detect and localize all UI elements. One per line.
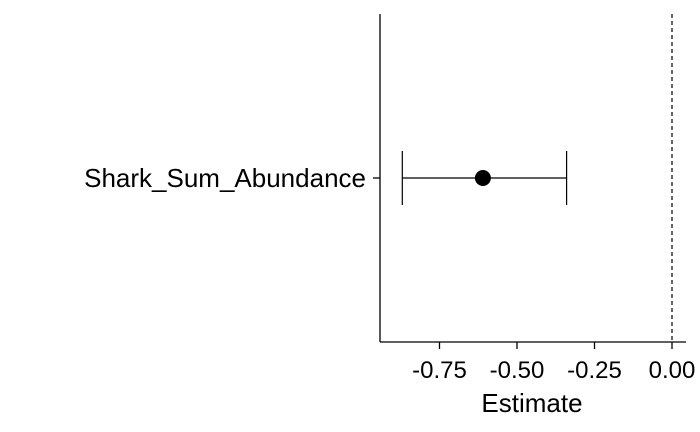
y-tick-label: Shark_Sum_Abundance [84, 163, 366, 193]
marks [401, 14, 673, 342]
x-tick-label: -0.75 [412, 357, 467, 384]
axes: -0.75 -0.50 -0.25 0.00 Shark_Sum_Abundance [84, 14, 695, 384]
x-tick-label: -0.50 [490, 357, 545, 384]
x-tick-label: 0.00 [649, 357, 696, 384]
x-tick-label: -0.25 [567, 357, 622, 384]
estimate-point [474, 170, 491, 186]
x-axis-title: Estimate [481, 388, 582, 418]
